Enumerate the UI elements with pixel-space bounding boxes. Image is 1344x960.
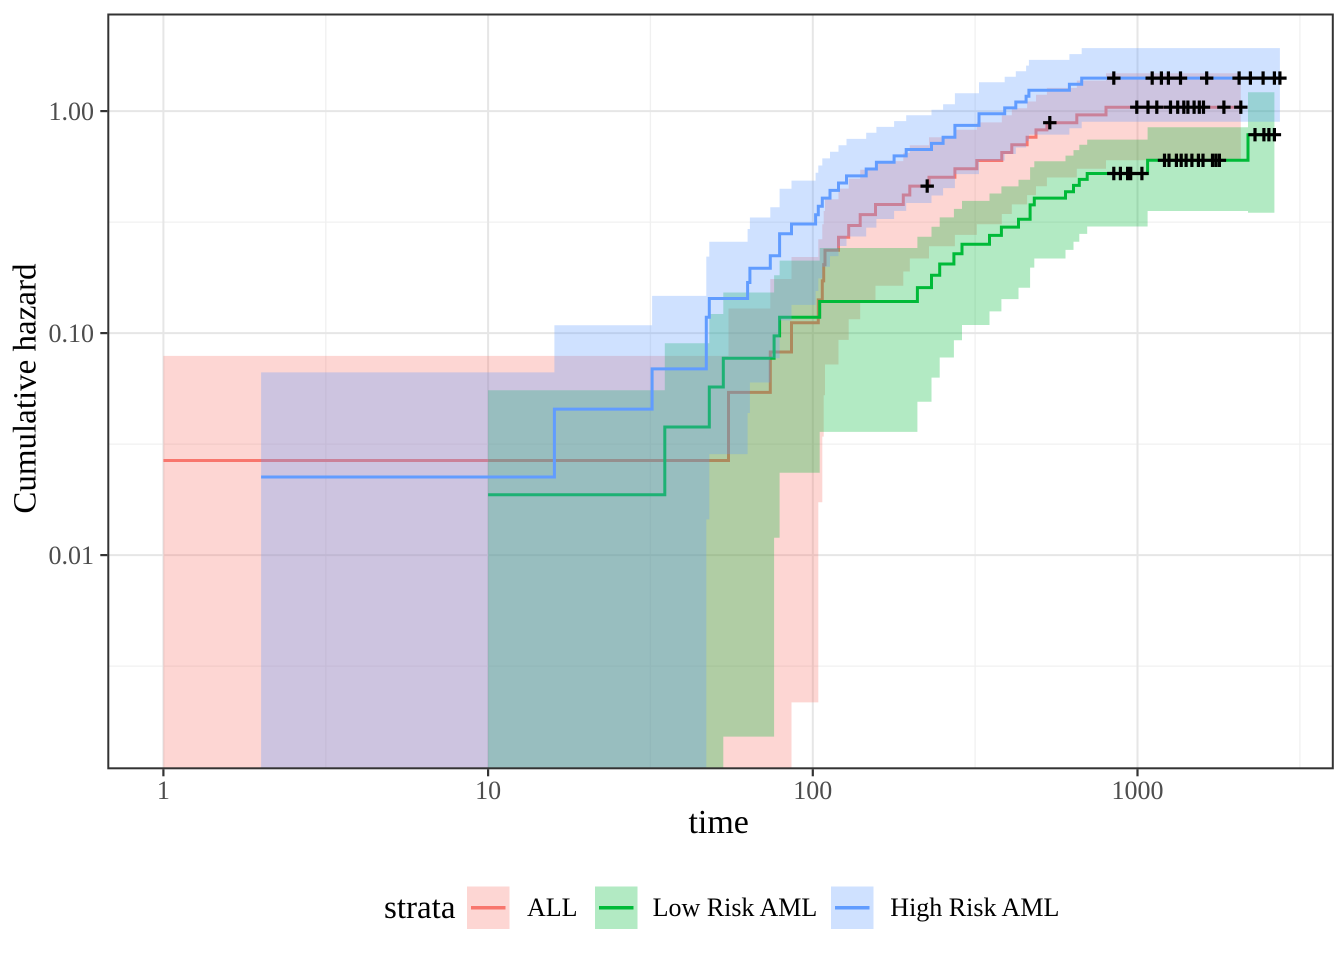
svg-text:High Risk AML: High Risk AML [890,893,1059,922]
svg-text:strata: strata [384,890,456,926]
svg-text:time: time [688,804,748,841]
svg-text:0.10: 0.10 [49,319,95,348]
svg-text:10: 10 [475,776,501,805]
svg-text:Low Risk AML: Low Risk AML [653,893,818,922]
svg-text:Cumulative hazard: Cumulative hazard [8,263,44,514]
svg-text:1.00: 1.00 [49,97,95,126]
svg-text:1: 1 [157,776,170,805]
svg-text:100: 100 [793,776,832,805]
svg-text:ALL: ALL [527,893,578,922]
svg-text:0.01: 0.01 [49,541,95,570]
svg-text:1000: 1000 [1112,776,1164,805]
